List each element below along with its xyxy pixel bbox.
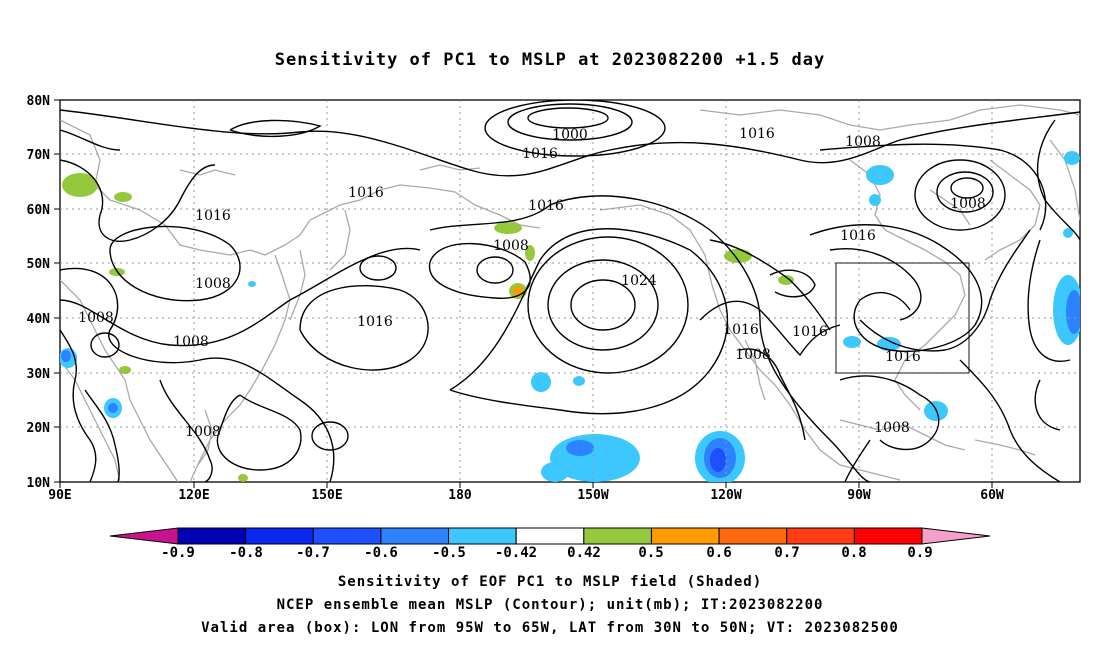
colorbar-label: 0.42 <box>567 545 601 561</box>
lon-label: 60W <box>980 488 1004 503</box>
footer-line-2: NCEP ensemble mean MSLP (Contour); unit(… <box>276 597 824 613</box>
lat-label: 70N <box>27 148 51 163</box>
lat-label: 30N <box>27 367 51 382</box>
contour-label: 1000 <box>552 127 588 143</box>
colorbar-box <box>718 527 788 545</box>
contour-label: 1008 <box>493 238 529 254</box>
contour-label: 1016 <box>195 208 231 224</box>
graticule <box>60 100 1080 482</box>
lon-label: 150W <box>577 488 608 503</box>
contour-label: 1008 <box>950 196 986 212</box>
colorbar-box <box>583 527 652 545</box>
contour-label: 1008 <box>173 334 209 350</box>
colorbar-label: -0.42 <box>495 545 537 561</box>
colorbar-label: -0.9 <box>161 545 195 561</box>
colorbar-box <box>786 527 855 545</box>
contour-label: 1008 <box>78 310 114 326</box>
footer-line-1: Sensitivity of EOF PC1 to MSLP field (Sh… <box>337 574 763 590</box>
sensitivity-shading <box>60 151 1080 482</box>
colorbar-box <box>650 527 720 545</box>
colorbar-low-end <box>109 527 179 545</box>
contour-label: 1016 <box>840 228 876 244</box>
mslp-contours <box>60 100 1080 482</box>
colorbar-high-end <box>921 527 991 545</box>
contour-label: 1008 <box>195 276 231 292</box>
contour-label: 1016 <box>739 126 775 142</box>
colorbar-label: 0.9 <box>907 545 932 561</box>
lat-label: 40N <box>27 312 51 327</box>
colorbar-label: 0.7 <box>774 545 799 561</box>
lat-label: 60N <box>27 203 51 218</box>
contour-label: 1008 <box>845 134 881 150</box>
contour-label: 1016 <box>357 314 393 330</box>
longitude-labels: 90E 120E 150E 180 150W 120W 90W 60W <box>48 488 1004 503</box>
colorbar-box <box>312 527 382 545</box>
colorbar-label: -0.5 <box>432 545 466 561</box>
contour-label: 1016 <box>885 349 921 365</box>
colorbar-box <box>380 527 450 545</box>
colorbar-box <box>853 527 923 545</box>
colorbar-box <box>245 527 314 545</box>
contour-label: 1016 <box>528 198 564 214</box>
colorbar-box <box>177 527 247 545</box>
contour-label: 1008 <box>185 424 221 440</box>
footer-line-3: Valid area (box): LON from 95W to 65W, L… <box>201 620 899 636</box>
lat-label: 10N <box>27 476 51 491</box>
colorbar-box <box>515 527 585 545</box>
colorbar-label: -0.6 <box>364 545 398 561</box>
contour-label: 1008 <box>874 420 910 436</box>
colorbar <box>109 527 991 545</box>
plot-title: Sensitivity of PC1 to MSLP at 2023082200… <box>274 50 826 70</box>
colorbar-label: 0.5 <box>638 545 663 561</box>
lon-label: 90E <box>48 488 71 503</box>
lat-label: 50N <box>27 257 51 272</box>
colorbar-label: 0.8 <box>841 545 866 561</box>
colorbar-boxes <box>177 527 923 545</box>
contour-label: 1016 <box>792 324 828 340</box>
contour-label: 1016 <box>522 146 558 162</box>
lon-label: 180 <box>448 488 472 503</box>
valid-area-box <box>835 262 970 374</box>
colorbar-label: 0.6 <box>706 545 731 561</box>
colorbar-label: -0.8 <box>229 545 263 561</box>
lon-label: 120E <box>178 488 209 503</box>
lat-label: 20N <box>27 421 51 436</box>
contour-label: 1024 <box>621 273 657 289</box>
contour-label: 1016 <box>723 322 759 338</box>
latitude-labels: 80N 70N 60N 50N 40N 30N 20N 10N <box>27 94 51 491</box>
lat-label: 80N <box>27 94 51 109</box>
contour-label: 1016 <box>348 185 384 201</box>
lon-label: 150E <box>311 488 342 503</box>
colorbar-labels: -0.9 -0.8 -0.7 -0.6 -0.5 -0.42 0.42 0.5 … <box>161 545 933 561</box>
lon-label: 120W <box>710 488 741 503</box>
contour-labels: 1000 1016 1016 1008 1016 1016 1016 1008 … <box>78 126 986 440</box>
colorbar-box <box>448 527 517 545</box>
lon-label: 90W <box>847 488 871 503</box>
colorbar-label: -0.7 <box>296 545 330 561</box>
contour-label: 1008 <box>735 347 771 363</box>
